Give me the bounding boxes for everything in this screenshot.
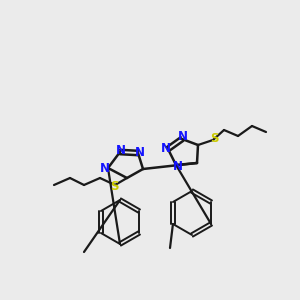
Text: N: N <box>173 160 183 173</box>
Text: N: N <box>100 163 110 176</box>
Text: N: N <box>116 145 126 158</box>
Text: N: N <box>178 130 188 143</box>
Text: N: N <box>135 146 145 158</box>
Text: S: S <box>210 133 218 146</box>
Text: S: S <box>110 179 118 193</box>
Text: N: N <box>161 142 171 154</box>
